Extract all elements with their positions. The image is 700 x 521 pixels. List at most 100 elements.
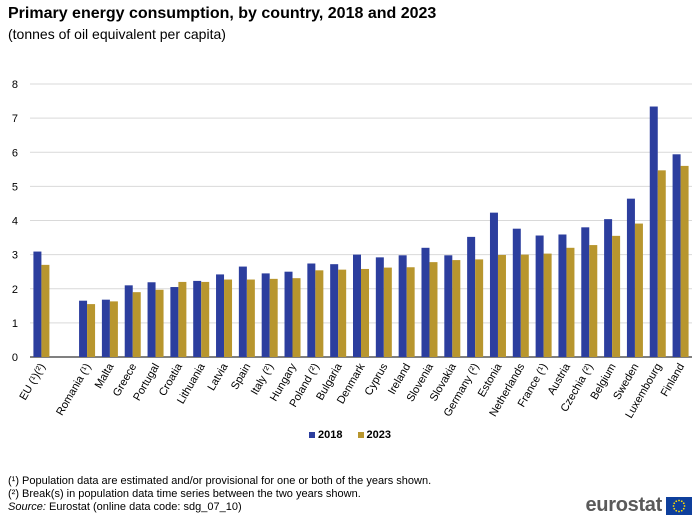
bar-2018: [604, 219, 613, 357]
bar-2018: [79, 300, 88, 357]
bar-2023: [109, 301, 118, 357]
bar-2023: [566, 247, 575, 357]
legend-label-2023: 2023: [366, 429, 392, 441]
y-tick-label: 3: [12, 250, 18, 262]
bar-2023: [634, 223, 643, 357]
bar-2018: [421, 247, 430, 357]
bar-2023: [132, 292, 141, 357]
bar-2018: [512, 228, 521, 357]
bar-2018: [307, 263, 316, 357]
x-tick-label: EU (¹)(²): [17, 362, 48, 403]
bar-2018: [558, 234, 567, 357]
bar-2018: [375, 257, 384, 357]
legend-item-2018: 2018: [308, 429, 343, 441]
bar-2023: [292, 278, 301, 357]
bar-2023: [383, 267, 392, 357]
bar-2018: [33, 251, 42, 357]
y-tick-label: 7: [12, 113, 18, 125]
y-tick-label: 5: [12, 181, 18, 193]
bar-2023: [475, 259, 484, 357]
flag-star: [673, 507, 676, 510]
bar-2018: [238, 266, 247, 357]
bar-2023: [612, 235, 621, 357]
flag-star: [680, 499, 683, 502]
x-tick-label: Latvia: [206, 361, 232, 393]
bar-2023: [361, 268, 369, 357]
bar-2018: [672, 154, 681, 357]
flag-star: [675, 499, 678, 502]
legend-swatch-2018: [308, 432, 315, 439]
legend-item-2023: 2023: [357, 429, 392, 441]
bar-2018: [581, 227, 590, 357]
bar-2023: [429, 262, 438, 357]
chart-legend: 2018 2023: [0, 429, 700, 441]
source-label: Source:: [8, 501, 46, 513]
bar-2023: [406, 267, 415, 357]
bar-2018: [261, 273, 270, 357]
bar-2023: [497, 254, 506, 357]
bar-2023: [87, 304, 96, 357]
footnote-2: (²) Break(s) in population data time ser…: [8, 488, 361, 500]
y-tick-label: 1: [12, 318, 18, 330]
flag-star: [682, 501, 685, 504]
bar-2023: [269, 278, 278, 357]
bar-2018: [535, 235, 544, 357]
source-line: Source: Eurostat (online data code: sdg_…: [8, 501, 431, 514]
bar-2018: [124, 285, 133, 357]
bar-2023: [178, 281, 187, 357]
bar-2023: [657, 170, 666, 357]
bar-2023: [680, 165, 689, 357]
flag-star: [673, 501, 676, 504]
source-text: Eurostat (online data code: sdg_07_10): [48, 501, 242, 513]
footnote-1: (¹) Population data are estimated and/or…: [8, 475, 432, 487]
chart-subtitle: (tonnes of oil equivalent per capita): [8, 26, 226, 42]
legend-swatch-2023: [357, 432, 364, 439]
x-tick-label: Spain: [229, 362, 253, 392]
flag-star: [678, 510, 680, 512]
footnotes: (¹) Population data are estimated and/or…: [8, 475, 431, 514]
bar-2018: [193, 280, 202, 357]
bar-2018: [398, 255, 407, 357]
bar-2023: [589, 245, 598, 357]
bar-2018: [330, 264, 339, 357]
x-tick-label: Cyprus: [363, 361, 391, 398]
bar-2018: [170, 287, 179, 357]
x-tick-label: Malta: [93, 361, 117, 391]
y-tick-label: 6: [12, 147, 18, 159]
bar-2023: [315, 270, 324, 357]
bar-2023: [338, 269, 347, 357]
bar-2018: [467, 236, 476, 357]
bar-2018: [489, 212, 498, 357]
x-tick-label: Romania (¹): [54, 362, 93, 418]
bar-2018: [147, 282, 156, 357]
bar-2023: [543, 253, 552, 357]
bar-2023: [246, 279, 255, 357]
eu-flag-icon: [666, 496, 692, 515]
bar-2018: [284, 271, 293, 357]
legend-label-2018: 2018: [317, 429, 343, 441]
bar-2023: [155, 289, 164, 357]
bar-2018: [649, 106, 658, 358]
bar-2018: [101, 299, 110, 357]
flag-star: [682, 507, 685, 510]
bar-2018: [353, 254, 361, 357]
bar-2023: [201, 281, 210, 357]
flag-star: [675, 509, 678, 512]
y-tick-label: 4: [12, 216, 18, 228]
eurostat-logo: eurostat: [585, 494, 692, 517]
bar-2023: [520, 254, 529, 357]
logo-text: eurostat: [585, 494, 662, 516]
bar-2018: [444, 255, 453, 357]
y-tick-label: 2: [12, 284, 18, 296]
bar-2023: [41, 264, 50, 357]
flag-star: [683, 504, 686, 507]
bar-2018: [216, 274, 225, 357]
bar-2023: [452, 260, 461, 357]
flag-star: [672, 504, 675, 507]
flag-star: [678, 499, 680, 501]
chart-title: Primary energy consumption, by country, …: [8, 5, 437, 22]
flag-star: [680, 509, 683, 512]
y-tick-label: 0: [12, 352, 18, 364]
y-tick-label: 8: [12, 79, 18, 91]
